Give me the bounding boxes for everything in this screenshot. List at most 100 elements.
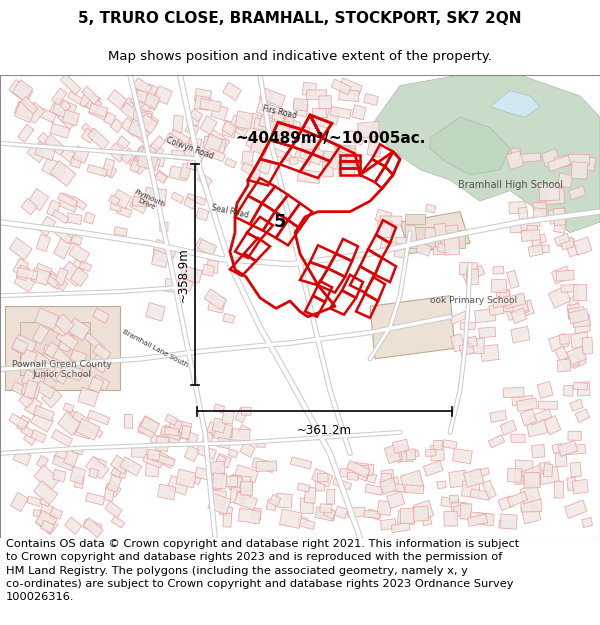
Polygon shape bbox=[434, 223, 447, 240]
Polygon shape bbox=[149, 136, 166, 153]
Polygon shape bbox=[84, 333, 104, 352]
Polygon shape bbox=[223, 513, 232, 528]
Polygon shape bbox=[290, 457, 312, 469]
Polygon shape bbox=[122, 98, 136, 111]
Polygon shape bbox=[548, 208, 566, 224]
Polygon shape bbox=[38, 132, 57, 152]
Polygon shape bbox=[431, 445, 444, 461]
Polygon shape bbox=[73, 411, 89, 426]
Polygon shape bbox=[52, 88, 67, 105]
Polygon shape bbox=[124, 414, 133, 428]
Polygon shape bbox=[521, 464, 544, 481]
Polygon shape bbox=[5, 306, 120, 391]
Polygon shape bbox=[386, 492, 405, 509]
Polygon shape bbox=[139, 114, 158, 134]
Polygon shape bbox=[65, 517, 82, 534]
Polygon shape bbox=[347, 472, 358, 480]
Polygon shape bbox=[93, 308, 109, 323]
Polygon shape bbox=[386, 444, 407, 457]
Polygon shape bbox=[35, 142, 56, 161]
Polygon shape bbox=[213, 479, 222, 490]
Polygon shape bbox=[17, 268, 38, 280]
Polygon shape bbox=[355, 462, 374, 476]
Polygon shape bbox=[202, 264, 214, 276]
Polygon shape bbox=[52, 429, 73, 447]
Polygon shape bbox=[298, 516, 308, 525]
Polygon shape bbox=[503, 388, 524, 398]
Polygon shape bbox=[482, 480, 496, 499]
Polygon shape bbox=[142, 153, 154, 166]
Polygon shape bbox=[130, 197, 148, 214]
Polygon shape bbox=[452, 449, 472, 464]
Polygon shape bbox=[46, 315, 68, 333]
Polygon shape bbox=[554, 154, 574, 168]
Polygon shape bbox=[184, 197, 197, 209]
Polygon shape bbox=[533, 208, 547, 221]
Polygon shape bbox=[511, 326, 530, 343]
Polygon shape bbox=[511, 308, 527, 324]
Polygon shape bbox=[444, 511, 457, 526]
Polygon shape bbox=[568, 431, 581, 441]
Polygon shape bbox=[131, 447, 147, 458]
Polygon shape bbox=[223, 82, 241, 101]
Polygon shape bbox=[69, 244, 90, 264]
Polygon shape bbox=[41, 520, 54, 533]
Polygon shape bbox=[302, 140, 320, 150]
Polygon shape bbox=[53, 469, 66, 482]
Polygon shape bbox=[22, 369, 45, 391]
Polygon shape bbox=[467, 336, 478, 348]
Polygon shape bbox=[42, 157, 67, 180]
Polygon shape bbox=[322, 161, 334, 177]
Polygon shape bbox=[237, 491, 251, 498]
Polygon shape bbox=[380, 477, 400, 493]
Polygon shape bbox=[358, 121, 380, 138]
Polygon shape bbox=[562, 354, 580, 369]
Polygon shape bbox=[517, 398, 538, 411]
Polygon shape bbox=[238, 508, 261, 524]
Polygon shape bbox=[25, 102, 45, 124]
Polygon shape bbox=[41, 386, 62, 408]
Polygon shape bbox=[552, 443, 563, 453]
Polygon shape bbox=[356, 124, 379, 144]
Polygon shape bbox=[154, 239, 178, 258]
Polygon shape bbox=[298, 169, 320, 184]
Polygon shape bbox=[381, 469, 395, 487]
Polygon shape bbox=[139, 91, 160, 109]
Polygon shape bbox=[115, 462, 128, 478]
Polygon shape bbox=[145, 188, 167, 206]
Polygon shape bbox=[430, 117, 510, 175]
Polygon shape bbox=[319, 96, 332, 109]
Polygon shape bbox=[506, 151, 524, 169]
Polygon shape bbox=[189, 138, 202, 146]
Polygon shape bbox=[316, 474, 325, 491]
Polygon shape bbox=[35, 369, 45, 379]
Polygon shape bbox=[151, 434, 169, 446]
Polygon shape bbox=[302, 82, 317, 96]
Polygon shape bbox=[560, 334, 569, 344]
Polygon shape bbox=[413, 506, 428, 521]
Polygon shape bbox=[470, 468, 490, 479]
Polygon shape bbox=[509, 301, 528, 314]
Polygon shape bbox=[104, 484, 116, 501]
Polygon shape bbox=[345, 154, 357, 166]
Polygon shape bbox=[545, 188, 565, 204]
Polygon shape bbox=[582, 338, 593, 354]
Polygon shape bbox=[168, 419, 192, 440]
Polygon shape bbox=[475, 309, 496, 323]
Polygon shape bbox=[572, 314, 590, 328]
Polygon shape bbox=[39, 504, 53, 521]
Polygon shape bbox=[116, 206, 132, 217]
Polygon shape bbox=[88, 410, 110, 425]
Polygon shape bbox=[490, 91, 540, 117]
Polygon shape bbox=[114, 227, 127, 236]
Polygon shape bbox=[145, 113, 159, 126]
Polygon shape bbox=[521, 499, 541, 512]
Polygon shape bbox=[506, 271, 519, 289]
Polygon shape bbox=[462, 265, 485, 282]
Polygon shape bbox=[556, 270, 574, 281]
Polygon shape bbox=[364, 94, 378, 106]
Polygon shape bbox=[394, 248, 406, 258]
Polygon shape bbox=[138, 422, 148, 434]
Polygon shape bbox=[507, 491, 527, 507]
Polygon shape bbox=[64, 450, 79, 467]
